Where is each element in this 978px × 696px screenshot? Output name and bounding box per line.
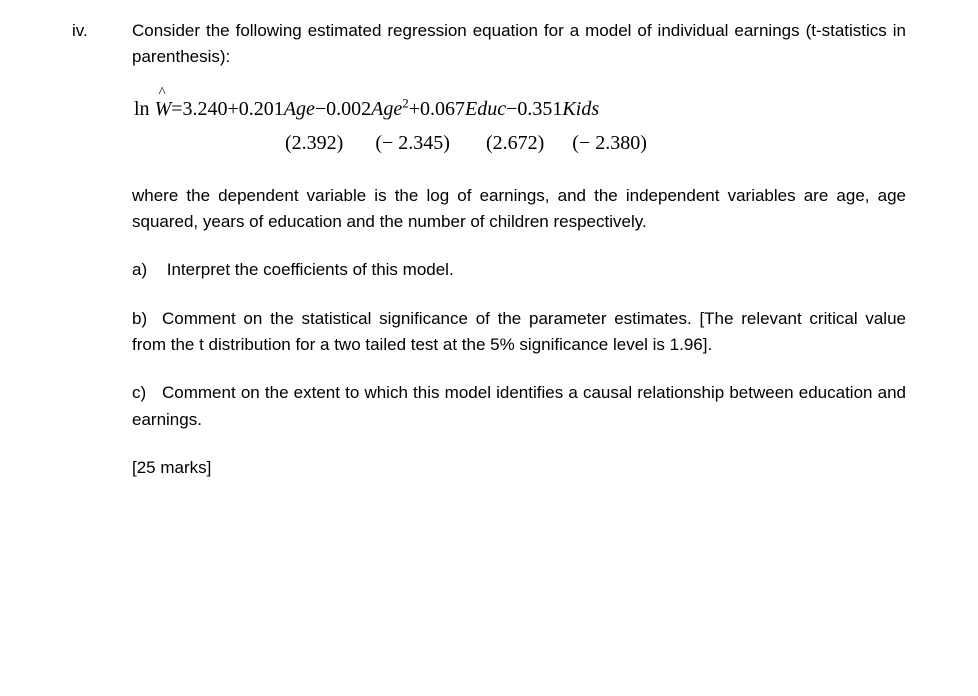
part-b: b)Comment on the statistical significanc… — [132, 306, 906, 359]
part-c: c)Comment on the extent to which this mo… — [132, 380, 906, 433]
eq-b3: 0.067 — [420, 93, 465, 125]
eq-equals: = — [171, 93, 182, 125]
eq-s4: − — [506, 93, 517, 125]
equation-line: ln W = 3.240 + 0.201 Age − 0.002 Age2 + … — [134, 93, 906, 125]
where-text: where the dependent variable is the log … — [132, 183, 906, 236]
question-number: iv. — [72, 18, 132, 481]
eq-s2: − — [315, 93, 326, 125]
equation-block: ln W = 3.240 + 0.201 Age − 0.002 Age2 + … — [134, 93, 906, 159]
eq-b4: 0.351 — [517, 93, 562, 125]
part-c-label: c) — [132, 380, 162, 406]
part-b-text: Comment on the statistical significance … — [132, 309, 906, 354]
part-a-label: a) — [132, 257, 162, 283]
eq-b1: 0.201 — [239, 93, 284, 125]
tstat-3: (2.672) — [486, 127, 544, 159]
part-b-label: b) — [132, 306, 162, 332]
question-content: Consider the following estimated regress… — [132, 18, 906, 481]
eq-v3: Educ — [465, 93, 506, 125]
lead-text: Consider the following estimated regress… — [132, 18, 906, 71]
tstat-2: (− 2.345) — [375, 127, 450, 159]
eq-const: 3.240 — [183, 93, 228, 125]
eq-v4: Kids — [562, 93, 599, 125]
eq-v2-base: Age — [371, 98, 402, 120]
question-row: iv. Consider the following estimated reg… — [72, 18, 906, 481]
eq-s3: + — [409, 93, 420, 125]
eq-s1: + — [228, 93, 239, 125]
part-c-text: Comment on the extent to which this mode… — [132, 383, 906, 428]
eq-v2: Age2 — [371, 93, 409, 125]
eq-v1: Age — [284, 93, 315, 125]
tstat-1: (2.392) — [285, 127, 343, 159]
tstat-line: (2.392) (− 2.345) (2.672) (− 2.380) — [134, 127, 906, 159]
part-a: a) Interpret the coefficients of this mo… — [132, 257, 906, 283]
part-a-text: Interpret the coefficients of this model… — [167, 260, 454, 279]
marks: [25 marks] — [132, 455, 906, 481]
eq-b2: 0.002 — [326, 93, 371, 125]
tstat-4: (− 2.380) — [572, 127, 647, 159]
eq-lhs-var: W — [155, 93, 172, 125]
eq-ln: ln — [134, 93, 150, 125]
